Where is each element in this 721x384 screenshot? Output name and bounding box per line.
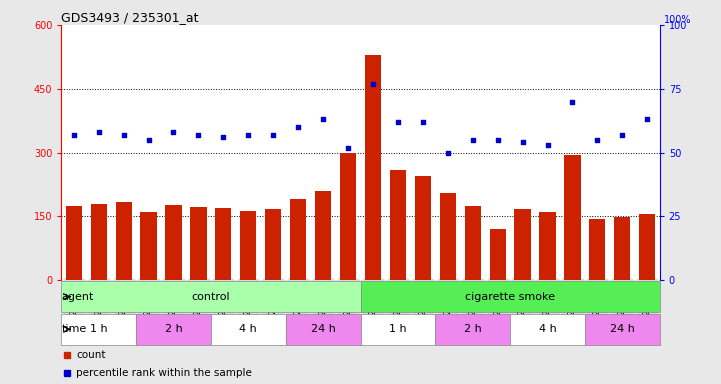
Text: percentile rank within the sample: percentile rank within the sample (76, 367, 252, 377)
Text: cigarette smoke: cigarette smoke (465, 291, 555, 302)
Point (317, 116, 329, 122)
Bar (216, 208, 231, 280)
Point (367, 81, 379, 87)
Point (642, 116, 653, 122)
Bar (585, 314, 660, 345)
Bar (315, 191, 331, 280)
Point (492, 137, 503, 143)
Text: 2 h: 2 h (464, 324, 482, 334)
Text: 24 h: 24 h (311, 324, 335, 334)
Point (467, 137, 479, 143)
Point (541, 142, 553, 148)
Bar (211, 314, 286, 345)
Point (168, 129, 180, 135)
Text: GDS3493 / 235301_at: GDS3493 / 235301_at (61, 11, 199, 24)
Bar (61, 281, 360, 312)
Bar (415, 176, 431, 280)
Bar (66, 206, 82, 280)
Text: time: time (62, 324, 87, 334)
Text: 24 h: 24 h (610, 324, 634, 334)
Bar (240, 211, 257, 280)
Point (193, 132, 204, 138)
Text: count: count (76, 350, 106, 360)
Bar (165, 205, 182, 280)
Text: 100%: 100% (664, 15, 691, 25)
Bar (464, 206, 481, 280)
Bar (290, 199, 306, 280)
Point (143, 137, 154, 143)
Bar (440, 193, 456, 280)
Text: 4 h: 4 h (539, 324, 557, 334)
Bar (510, 314, 585, 345)
Point (118, 132, 129, 138)
Text: 1 h: 1 h (90, 324, 107, 334)
Bar (91, 204, 107, 280)
Bar (360, 314, 435, 345)
Text: 1 h: 1 h (389, 324, 407, 334)
Bar (136, 314, 211, 345)
Point (417, 119, 428, 125)
Point (267, 132, 279, 138)
Point (242, 132, 254, 138)
Bar (565, 155, 580, 280)
Bar (286, 314, 360, 345)
Bar (340, 152, 356, 280)
Point (567, 98, 578, 104)
Bar (61, 314, 136, 345)
Bar (265, 209, 281, 280)
Bar (365, 55, 381, 280)
Bar (589, 218, 606, 280)
Bar (515, 209, 531, 280)
Text: agent: agent (62, 291, 94, 302)
Point (342, 144, 354, 151)
Bar (360, 281, 660, 312)
Point (93, 129, 105, 135)
Point (616, 132, 628, 138)
Text: 2 h: 2 h (164, 324, 182, 334)
Text: 4 h: 4 h (239, 324, 257, 334)
Point (218, 134, 229, 141)
Bar (141, 212, 156, 280)
Point (392, 119, 404, 125)
Point (293, 124, 304, 130)
Bar (390, 170, 406, 280)
Bar (614, 217, 630, 280)
Point (442, 149, 454, 156)
Text: control: control (192, 291, 230, 302)
Bar (190, 207, 206, 280)
Point (592, 137, 603, 143)
Point (517, 139, 528, 146)
Point (68, 132, 79, 138)
Bar (639, 214, 655, 280)
Bar (539, 212, 556, 280)
Bar (435, 314, 510, 345)
Bar (115, 202, 132, 280)
Bar (490, 229, 505, 280)
